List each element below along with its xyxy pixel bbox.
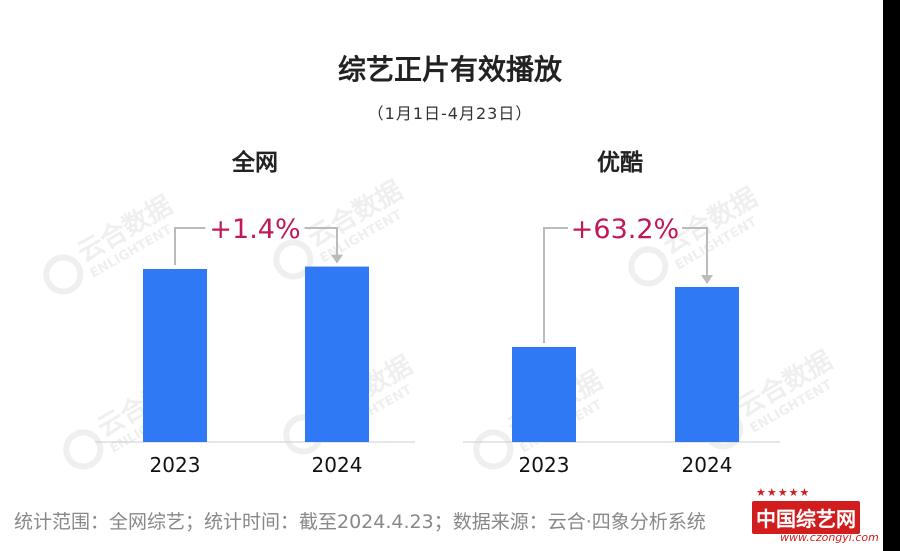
connector-left: [174, 227, 206, 265]
arrow-head-icon: [331, 254, 343, 264]
site-logo[interactable]: ★★★★★ 中国综艺网 www.czongyi.com: [752, 486, 883, 551]
growth-label: +1.4%: [209, 214, 300, 245]
panel-title: 优酷: [597, 150, 643, 176]
x-tick-label: 2024: [312, 453, 363, 477]
logo-url: www.czongyi.com: [780, 531, 879, 544]
right-edge-bar: [883, 0, 900, 551]
logo-stars: ★★★★★: [756, 486, 811, 499]
x-tick-label: 2024: [682, 453, 733, 477]
chart-title: 综艺正片有效播放: [337, 53, 562, 86]
connector-left: [543, 227, 568, 343]
bar: [143, 269, 207, 442]
footer-note: 统计范围：全网综艺；统计时间：截至2024.4.23；数据来源：云合·四象分析系…: [14, 511, 706, 533]
chart-subtitle: （1月1日-4月23日）: [367, 104, 533, 123]
watermark-logo-icon: [473, 429, 514, 470]
logo-text: 中国综艺网: [752, 501, 860, 534]
bar: [305, 266, 369, 442]
watermark-logo-icon: [63, 429, 104, 470]
watermark-logo-icon: [43, 254, 84, 295]
watermark-logo-icon: [628, 246, 669, 287]
bar: [675, 286, 739, 442]
arrow-head-icon: [701, 274, 713, 284]
connector-right: [682, 227, 708, 277]
panel-title: 全网: [231, 149, 278, 176]
growth-label: +63.2%: [571, 214, 679, 245]
x-tick-label: 2023: [519, 453, 570, 477]
watermark-logo-icon: [273, 239, 314, 280]
connector-right: [304, 227, 338, 257]
bar: [512, 347, 576, 442]
x-tick-label: 2023: [150, 453, 201, 477]
